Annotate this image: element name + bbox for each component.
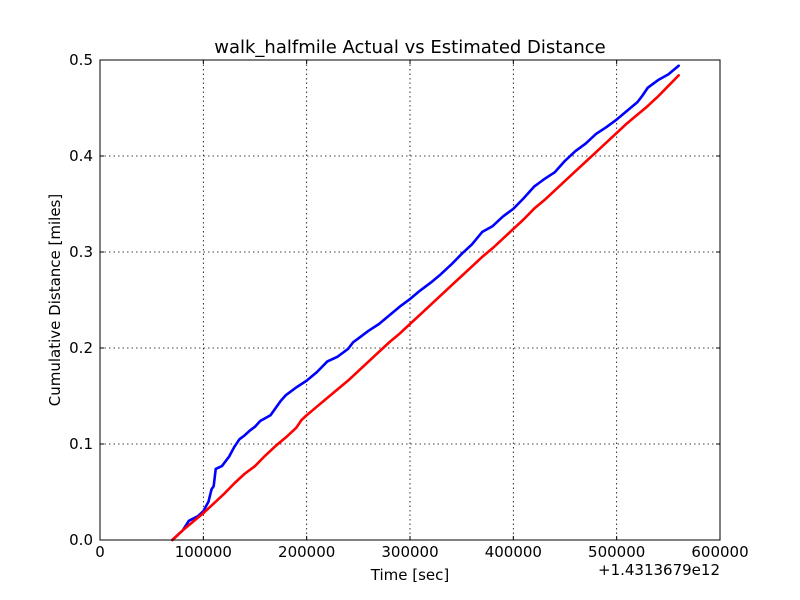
- series-line-blue: [171, 64, 680, 542]
- y-tick-label: 0.3: [69, 243, 93, 261]
- x-tick-label: 400000: [485, 543, 542, 561]
- x-axis-label: Time [sec]: [370, 566, 449, 584]
- y-tick-label: 0.0: [69, 531, 93, 549]
- y-tick-label: 0.1: [69, 435, 93, 453]
- x-tick-label: 0: [95, 543, 105, 561]
- x-tick-label: 100000: [175, 543, 232, 561]
- y-axis-label: Cumulative Distance [miles]: [46, 194, 64, 406]
- x-tick-label: 200000: [278, 543, 335, 561]
- x-tick-label: 500000: [588, 543, 645, 561]
- y-tick-label: 0.4: [69, 147, 93, 165]
- y-tick-label: 0.2: [69, 339, 93, 357]
- x-tick-label: 300000: [381, 543, 438, 561]
- series-layer: [171, 64, 680, 542]
- ticks: 0 100000 200000 300000 400000 500000 600000 0.0…: [69, 51, 748, 561]
- y-tick-label: 0.5: [69, 51, 93, 69]
- chart-title: walk_halfmile Actual vs Estimated Distan…: [214, 37, 606, 58]
- x-tick-label: 600000: [691, 543, 748, 561]
- x-offset-label: +1.4313679e12: [598, 561, 720, 579]
- series-line-red: [171, 74, 680, 542]
